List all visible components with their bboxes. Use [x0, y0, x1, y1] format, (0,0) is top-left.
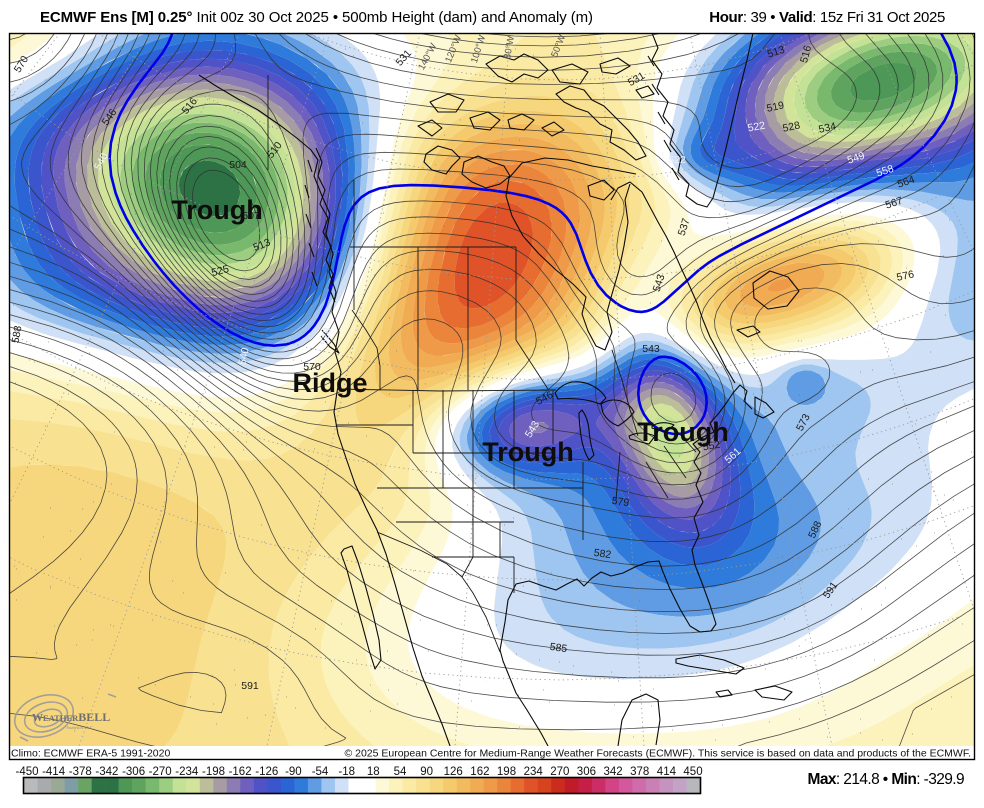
svg-text:-342: -342: [95, 766, 118, 778]
svg-text:Trough: Trough: [171, 195, 262, 225]
svg-text:WEATHERBELL: WEATHERBELL: [32, 710, 110, 724]
svg-text:-450: -450: [15, 766, 38, 778]
svg-text:582: 582: [593, 547, 612, 561]
svg-text:504: 504: [229, 159, 247, 171]
svg-text:80°W: 80°W: [502, 35, 517, 60]
svg-text:378: 378: [630, 766, 649, 778]
svg-text:588: 588: [10, 325, 25, 344]
svg-text:522: 522: [668, 154, 686, 166]
svg-text:270: 270: [550, 766, 569, 778]
svg-text:570: 570: [303, 361, 321, 373]
svg-text:-234: -234: [175, 766, 199, 778]
svg-text:543: 543: [651, 273, 668, 294]
svg-text:567: 567: [884, 195, 905, 212]
svg-text:513: 513: [766, 44, 787, 61]
svg-text:516: 516: [798, 44, 814, 64]
svg-text:552: 552: [702, 439, 721, 454]
svg-text:507: 507: [242, 210, 260, 222]
svg-text:126: 126: [444, 766, 463, 778]
svg-text:-378: -378: [69, 766, 92, 778]
svg-text:306: 306: [577, 766, 596, 778]
svg-text:525: 525: [210, 263, 230, 279]
svg-text:528: 528: [782, 119, 802, 134]
svg-text:-54: -54: [312, 766, 329, 778]
svg-text:537: 537: [676, 217, 693, 238]
svg-text:-198: -198: [202, 766, 225, 778]
svg-text:579: 579: [611, 495, 630, 509]
svg-text:-162: -162: [229, 766, 252, 778]
svg-text:585: 585: [549, 641, 568, 655]
svg-text:Climo: ECMWF ERA-5 1991-2020: Climo: ECMWF ERA-5 1991-2020: [11, 748, 170, 760]
svg-text:Ridge: Ridge: [292, 368, 367, 398]
svg-text:-270: -270: [149, 766, 172, 778]
svg-text:558: 558: [875, 163, 896, 180]
svg-text:-18: -18: [338, 766, 355, 778]
svg-text:414: 414: [657, 766, 677, 778]
svg-text:162: 162: [470, 766, 489, 778]
svg-text:Max: 214.8 • Min: -329.9: Max: 214.8 • Min: -329.9: [808, 771, 964, 788]
svg-text:576: 576: [896, 268, 916, 283]
svg-text:54: 54: [394, 766, 407, 778]
svg-text:-126: -126: [255, 766, 278, 778]
svg-text:522: 522: [747, 120, 766, 135]
svg-text:540: 540: [236, 346, 251, 366]
svg-text:534: 534: [818, 120, 838, 135]
svg-text:-414: -414: [42, 766, 66, 778]
svg-text:© 2025 European Centre for Med: © 2025 European Centre for Medium-Range …: [344, 748, 971, 760]
svg-text:Trough: Trough: [637, 417, 728, 447]
svg-text:Trough: Trough: [482, 437, 573, 467]
svg-text:342: 342: [604, 766, 623, 778]
svg-text:528: 528: [318, 326, 333, 346]
svg-text:-306: -306: [122, 766, 145, 778]
svg-text:543: 543: [642, 343, 660, 355]
svg-text:198: 198: [497, 766, 516, 778]
svg-text:519: 519: [766, 99, 786, 114]
svg-text:234: 234: [524, 766, 544, 778]
svg-text:591: 591: [241, 680, 259, 692]
svg-text:549: 549: [846, 150, 867, 167]
svg-text:564: 564: [896, 174, 917, 191]
svg-text:18: 18: [367, 766, 380, 778]
svg-text:Analytics LLC: Analytics LLC: [66, 725, 93, 730]
svg-text:90: 90: [420, 766, 433, 778]
svg-text:450: 450: [683, 766, 702, 778]
svg-text:-90: -90: [285, 766, 302, 778]
